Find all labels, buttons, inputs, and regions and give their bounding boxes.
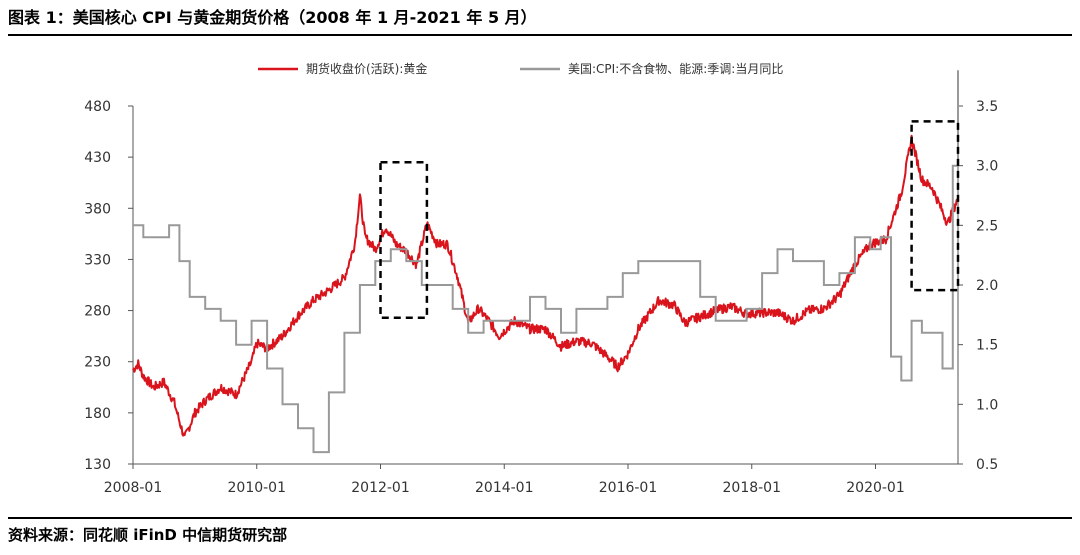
figure-source: 资料来源：同花顺 iFinD 中信期货研究部 (8, 526, 288, 544)
series-gold-line (132, 134, 959, 437)
legend-label-gold: 期货收盘价(活跃):黄金 (306, 61, 427, 76)
y-tick-label: 380 (84, 201, 111, 217)
series-cpi-line (133, 70, 959, 454)
y-tick-label: 180 (84, 406, 111, 422)
y2-tick-label: 1.0 (976, 397, 998, 413)
x-tick-label: 2018-01 (723, 480, 782, 496)
x-tick-label: 2016-01 (599, 480, 658, 496)
x-tick-label: 2020-01 (846, 480, 905, 496)
series-layer (132, 70, 959, 454)
y2-tick-label: 1.5 (976, 338, 998, 354)
x-tick-label: 2008-01 (104, 480, 163, 496)
y2-tick-label: 3.5 (976, 99, 998, 115)
bottom-rule (8, 517, 1072, 519)
y-tick-label: 330 (84, 252, 111, 268)
y-tick-label: 430 (84, 150, 111, 166)
y2-tick-label: 0.5 (976, 457, 998, 473)
x-tick-label: 2014-01 (475, 480, 534, 496)
y2-tick-label: 3.0 (976, 159, 998, 175)
y2-tick-label: 2.5 (976, 218, 998, 234)
x-tick-label: 2012-01 (351, 480, 410, 496)
y-tick-label: 480 (84, 99, 111, 115)
x-tick-label: 2010-01 (228, 480, 287, 496)
y-tick-label: 130 (84, 457, 111, 473)
y2-tick-label: 2.0 (976, 278, 998, 294)
legend-label-cpi: 美国:CPI:不含食物、能源:季调:当月同比 (568, 61, 783, 76)
y-tick-label: 230 (84, 355, 111, 371)
dashed-highlight-box (910, 120, 960, 292)
annotation-layer (379, 120, 960, 319)
dashed-highlight-box (379, 161, 429, 319)
legend: 期货收盘价(活跃):黄金 美国:CPI:不含食物、能源:季调:当月同比 (258, 61, 783, 76)
figure-title: 图表 1：美国核心 CPI 与黄金期货价格（2008 年 1 月-2021 年 … (8, 8, 537, 27)
y-tick-label: 280 (84, 304, 111, 320)
top-rule (8, 34, 1072, 36)
